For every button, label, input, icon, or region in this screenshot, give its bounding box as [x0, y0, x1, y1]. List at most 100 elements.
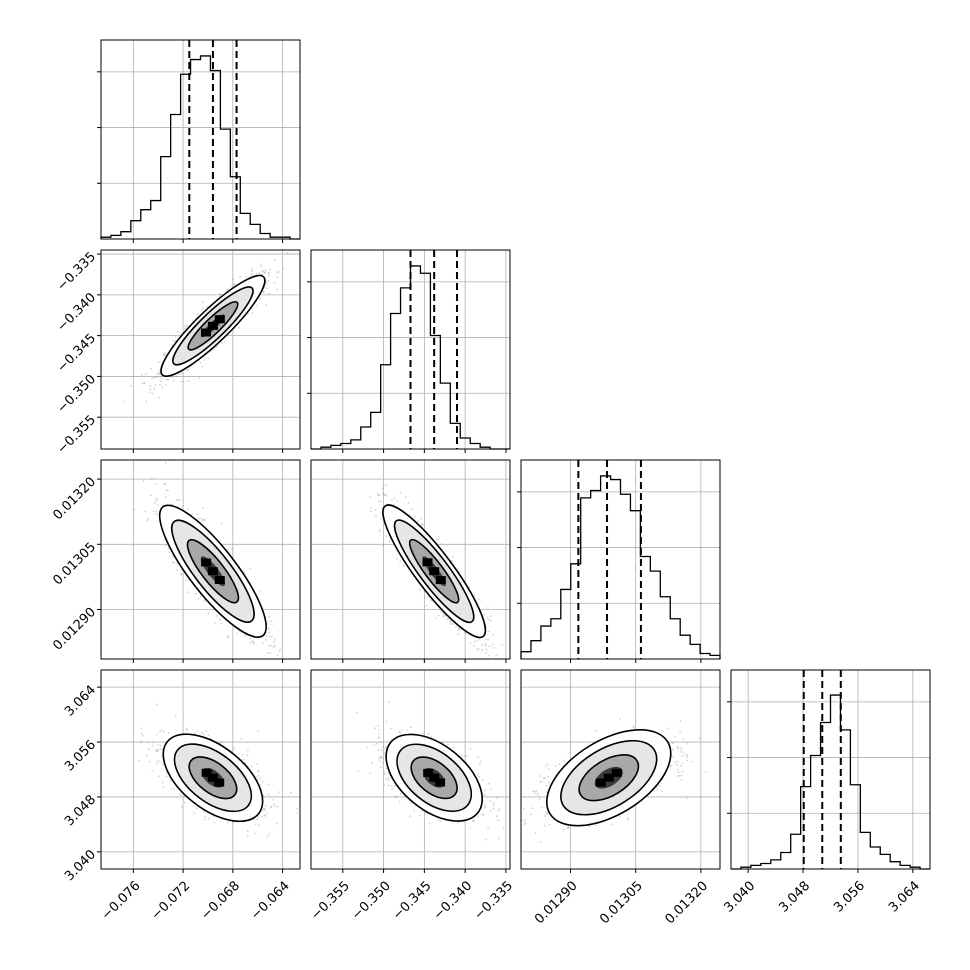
scatter-point — [182, 380, 184, 383]
scatter-point — [476, 648, 478, 651]
scatter-point — [477, 598, 480, 601]
panel-frame — [100, 249, 301, 450]
scatter-point — [147, 517, 150, 520]
scatter-point — [249, 567, 252, 570]
scatter-point — [149, 388, 152, 391]
scatter-point — [140, 732, 143, 735]
scatter-point — [249, 274, 252, 276]
scatter-point — [488, 645, 491, 648]
scatter-point — [159, 380, 162, 383]
scatter-point — [385, 535, 388, 538]
scatter-point — [157, 504, 160, 507]
scatter-point — [167, 378, 169, 381]
scatter-point — [162, 786, 165, 788]
scatter-point — [272, 646, 275, 649]
scatter-point — [378, 530, 380, 533]
scatter-point — [263, 272, 266, 275]
scatter-point — [251, 640, 254, 642]
scatter-point — [177, 499, 180, 501]
scatter-point — [383, 494, 385, 497]
scatter-point — [252, 641, 255, 644]
scatter-point — [277, 270, 280, 273]
scatter-point — [385, 484, 387, 487]
scatter-point — [159, 383, 162, 386]
scatter-point — [251, 312, 254, 314]
scatter-point — [261, 270, 264, 273]
scatter-point — [376, 492, 379, 495]
scatter-point — [220, 623, 223, 625]
scatter-point — [492, 647, 495, 649]
scatter-point — [478, 638, 481, 641]
scatter-point — [481, 649, 484, 652]
scatter-point — [180, 372, 183, 375]
panel-frame — [100, 39, 301, 240]
scatter-point — [435, 538, 438, 541]
scatter-point — [159, 760, 161, 763]
scatter-point — [164, 378, 167, 380]
scatter-point — [276, 654, 279, 656]
scatter-point — [177, 330, 179, 333]
scatter-point — [421, 522, 424, 525]
scatter-point — [227, 288, 230, 291]
scatter-point — [238, 327, 241, 329]
scatter-point — [268, 292, 271, 295]
scatter-point — [485, 638, 487, 641]
scatter-point — [265, 304, 267, 306]
scatter-point — [452, 556, 454, 558]
scatter-point — [197, 518, 200, 520]
scatter-point — [483, 614, 485, 616]
density-peak-block — [214, 315, 225, 324]
scatter-point — [151, 744, 154, 747]
scatter-point — [164, 352, 167, 355]
scatter-point — [157, 371, 160, 374]
scatter-point — [444, 615, 447, 617]
scatter-point — [163, 354, 166, 357]
scatter-point — [266, 812, 269, 815]
scatter-point — [421, 523, 424, 526]
panel-content — [138, 703, 299, 838]
scatter-point — [164, 353, 167, 356]
scatter-point — [213, 347, 216, 350]
scatter-point — [149, 385, 152, 387]
scatter-point — [425, 605, 428, 607]
histogram-panel-3 — [517, 459, 721, 663]
scatter-point — [446, 617, 448, 620]
scatter-point — [506, 681, 508, 683]
histogram-panel-4 — [727, 669, 931, 873]
scatter-point — [161, 386, 164, 388]
scatter-point — [440, 611, 442, 613]
scatter-point — [274, 644, 276, 647]
scatter-point — [495, 654, 498, 657]
scatter-point — [207, 612, 210, 615]
scatter-point — [489, 615, 492, 617]
scatter-point — [123, 400, 125, 403]
scatter-point — [150, 368, 153, 370]
scatter-point — [473, 645, 475, 647]
scatter-point — [492, 681, 494, 683]
scatter-point — [180, 573, 182, 575]
scatter-point — [286, 252, 289, 254]
scatter-point — [179, 381, 182, 383]
scatter-point — [168, 551, 171, 553]
scatter-point — [173, 561, 176, 564]
scatter-point — [159, 744, 162, 747]
scatter-point — [164, 482, 167, 485]
scatter-point — [420, 517, 423, 520]
scatter-point — [151, 377, 154, 380]
scatter-point — [182, 505, 184, 507]
scatter-point — [178, 373, 180, 376]
scatter-point — [369, 496, 372, 498]
histogram-step — [520, 475, 721, 659]
scatter-point — [186, 508, 189, 511]
scatter-point — [175, 375, 178, 378]
scatter-point — [200, 308, 203, 311]
scatter-point — [162, 731, 165, 734]
scatter-point — [202, 359, 205, 361]
scatter-point — [236, 632, 239, 635]
density-panel-1-3 — [97, 459, 301, 663]
scatter-point — [199, 361, 202, 364]
scatter-point — [185, 369, 188, 372]
scatter-point — [272, 641, 275, 643]
scatter-point — [158, 373, 161, 375]
